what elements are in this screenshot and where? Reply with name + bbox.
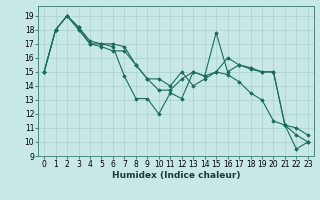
X-axis label: Humidex (Indice chaleur): Humidex (Indice chaleur): [112, 171, 240, 180]
